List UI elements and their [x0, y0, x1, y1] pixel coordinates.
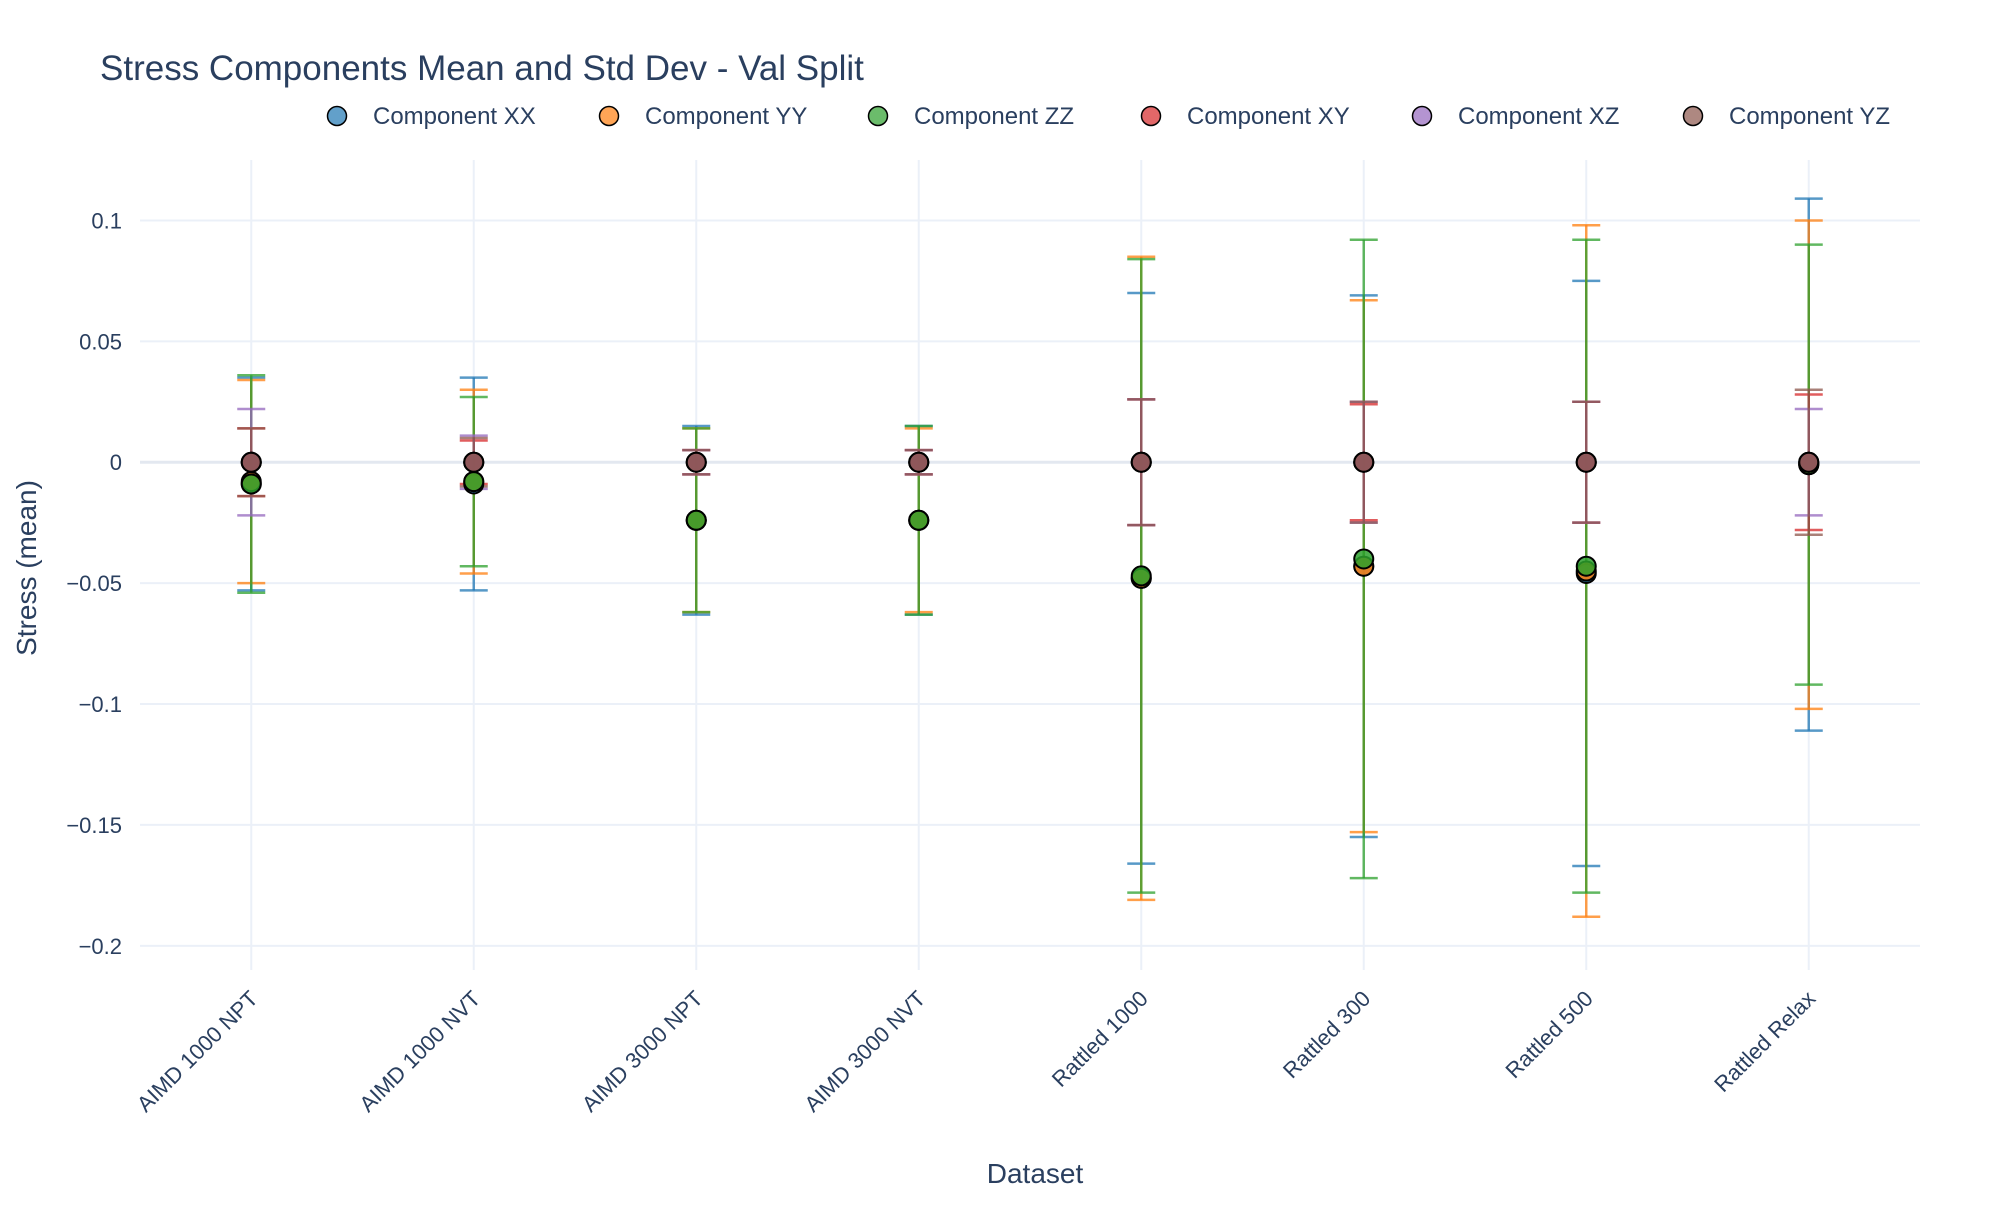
x-tick-label: AIMD 3000 NPT	[577, 986, 708, 1117]
x-tick-label: Rattled 500	[1501, 986, 1598, 1083]
legend-label: Component YZ	[1729, 103, 1890, 130]
x-axis-title: Dataset	[987, 1158, 1084, 1189]
x-tick-label: Rattled Relax	[1709, 986, 1820, 1097]
x-tick-label: AIMD 1000 NVT	[354, 986, 485, 1117]
tick-layer: 0.1 0.05 0 −0.05 −0.1 −0.15 −0.2 AIMD 1000 NPT A…	[66, 208, 1820, 1116]
legend: Component XX Component YY Component ZZ Comp…	[326, 103, 1890, 130]
legend-item: Component XY	[1140, 103, 1350, 130]
legend-item: Component XX	[326, 103, 536, 130]
series-layer	[237, 197, 1823, 919]
legend-marker	[1682, 105, 1704, 127]
data-point	[1353, 548, 1375, 570]
y-tick-label: 0.1	[91, 208, 122, 233]
y-tick-label: 0.05	[79, 329, 122, 354]
grid-layer	[140, 160, 1920, 970]
legend-label: Component XZ	[1458, 103, 1619, 130]
y-tick-label: −0.05	[66, 571, 122, 596]
data-point	[1575, 451, 1597, 473]
data-point	[1130, 451, 1152, 473]
y-tick-label: −0.1	[79, 692, 122, 717]
marker-series	[240, 451, 1820, 473]
x-tick-label: Rattled 1000	[1047, 986, 1153, 1092]
data-point	[240, 473, 262, 495]
legend-item: Component XZ	[1411, 103, 1619, 130]
legend-marker	[1411, 105, 1433, 127]
legend-label: Component ZZ	[914, 103, 1074, 130]
x-tick-label: AIMD 3000 NVT	[799, 986, 930, 1117]
data-point	[908, 509, 930, 531]
marker-series	[240, 454, 1820, 587]
legend-marker	[326, 105, 348, 127]
legend-label: Component XY	[1187, 103, 1350, 130]
data-point	[908, 451, 930, 473]
legend-marker	[598, 105, 620, 127]
legend-item: Component ZZ	[867, 103, 1074, 130]
data-point	[1798, 451, 1820, 473]
y-tick-label: 0	[110, 450, 122, 475]
legend-label: Component XX	[373, 103, 536, 130]
y-axis-title: Stress (mean)	[11, 480, 42, 656]
legend-label: Component YY	[645, 103, 807, 130]
chart-title: Stress Components Mean and Std Dev - Val…	[100, 49, 864, 88]
data-point	[463, 471, 485, 493]
data-point	[1575, 555, 1597, 577]
legend-item: Component YY	[598, 103, 807, 130]
data-point	[1130, 565, 1152, 587]
x-tick-label: AIMD 1000 NPT	[132, 986, 263, 1117]
data-point	[463, 451, 485, 473]
y-tick-label: −0.2	[79, 934, 122, 959]
legend-marker	[1140, 105, 1162, 127]
legend-marker	[867, 105, 889, 127]
errorbar-series	[237, 197, 1823, 868]
y-tick-label: −0.15	[66, 813, 122, 838]
data-point	[1353, 451, 1375, 473]
data-point	[685, 509, 707, 531]
x-tick-label: Rattled 300	[1278, 986, 1375, 1083]
legend-item: Component YZ	[1682, 103, 1890, 130]
data-point	[685, 451, 707, 473]
data-point	[240, 451, 262, 473]
